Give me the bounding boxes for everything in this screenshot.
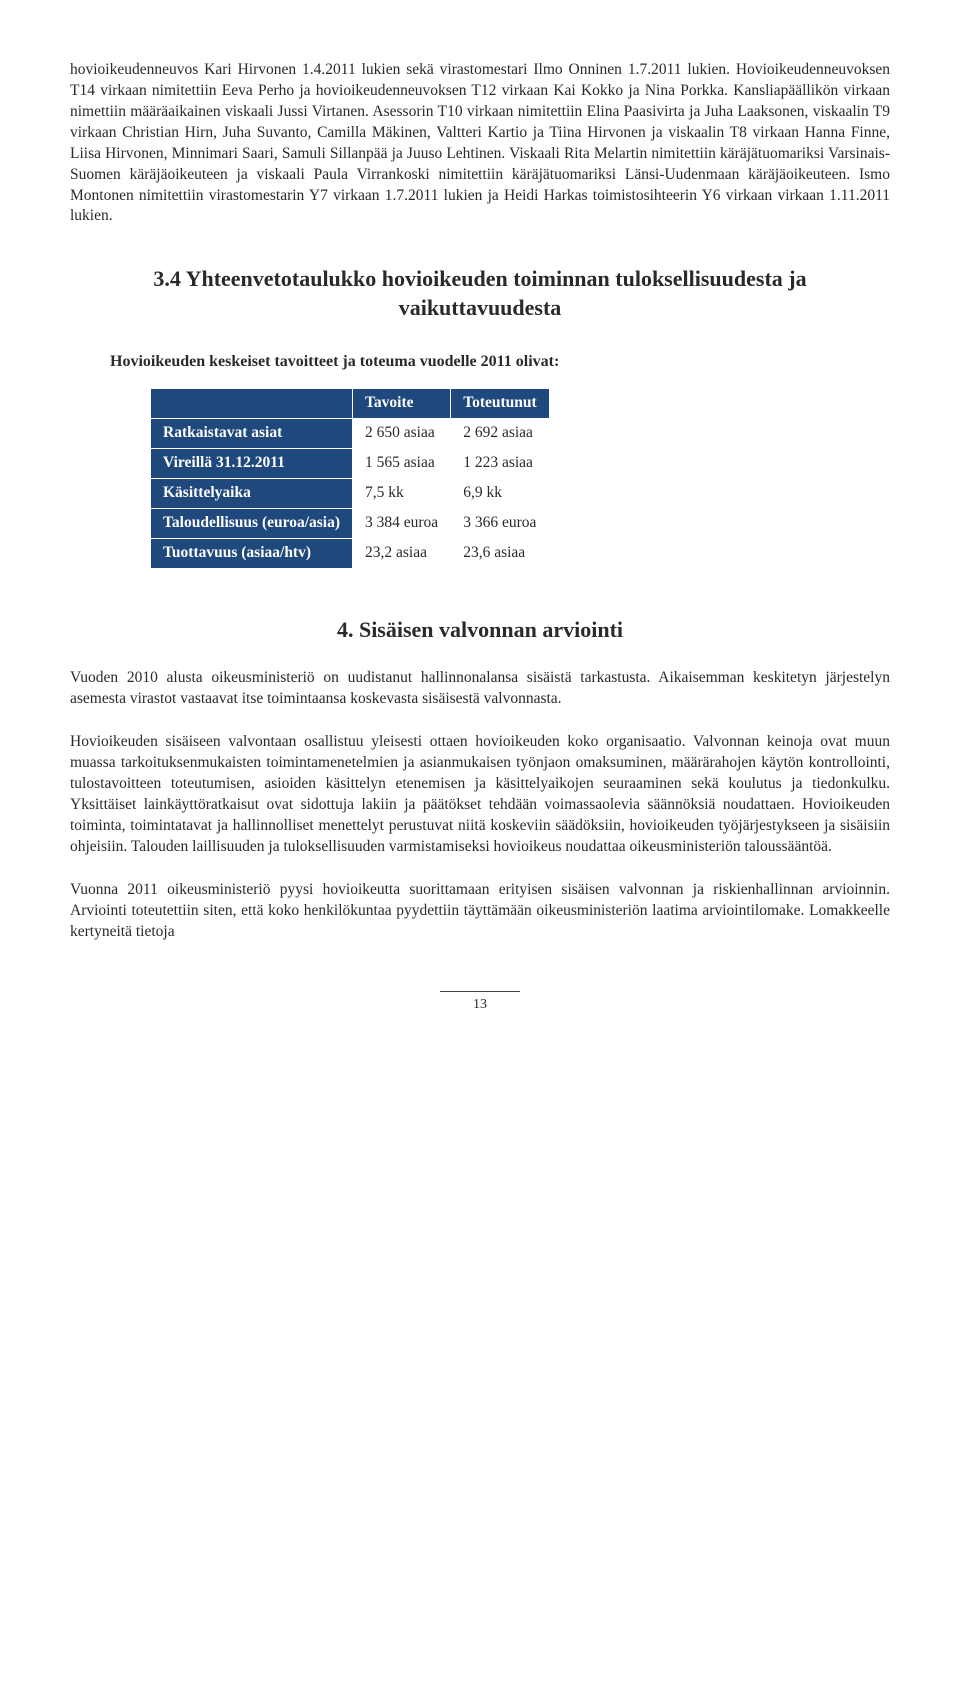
row-label: Taloudellisuus (euroa/asia) (151, 508, 353, 538)
row-label: Tuottavuus (asiaa/htv) (151, 538, 353, 568)
body-paragraph-4a: Vuoden 2010 alusta oikeusministeriö on u… (70, 668, 890, 710)
page-number: 13 (440, 991, 520, 1015)
table-header-toteutunut: Toteutunut (451, 389, 550, 419)
table-intro-text: Hovioikeuden keskeiset tavoitteet ja tot… (110, 351, 850, 373)
table-row: Vireillä 31.12.2011 1 565 asiaa 1 223 as… (151, 449, 550, 479)
cell-value: 1 223 asiaa (451, 449, 550, 479)
summary-table: Tavoite Toteutunut Ratkaistavat asiat 2 … (150, 388, 550, 569)
table-row: Taloudellisuus (euroa/asia) 3 384 euroa … (151, 508, 550, 538)
table-row: Ratkaistavat asiat 2 650 asiaa 2 692 asi… (151, 419, 550, 449)
cell-value: 23,6 asiaa (451, 538, 550, 568)
body-paragraph-1: hovioikeudenneuvos Kari Hirvonen 1.4.201… (70, 60, 890, 227)
table-row: Käsittelyaika 7,5 kk 6,9 kk (151, 478, 550, 508)
section-3-4-heading: 3.4 Yhteenvetotaulukko hovioikeuden toim… (70, 265, 890, 322)
table-row: Tuottavuus (asiaa/htv) 23,2 asiaa 23,6 a… (151, 538, 550, 568)
row-label: Käsittelyaika (151, 478, 353, 508)
cell-value: 23,2 asiaa (353, 538, 451, 568)
row-label: Ratkaistavat asiat (151, 419, 353, 449)
row-label: Vireillä 31.12.2011 (151, 449, 353, 479)
cell-value: 3 366 euroa (451, 508, 550, 538)
body-paragraph-4b: Hovioikeuden sisäiseen valvontaan osalli… (70, 732, 890, 858)
cell-value: 2 650 asiaa (353, 419, 451, 449)
cell-value: 7,5 kk (353, 478, 451, 508)
cell-value: 1 565 asiaa (353, 449, 451, 479)
table-header-row: Tavoite Toteutunut (151, 389, 550, 419)
cell-value: 2 692 asiaa (451, 419, 550, 449)
cell-value: 6,9 kk (451, 478, 550, 508)
body-paragraph-4c: Vuonna 2011 oikeusministeriö pyysi hovio… (70, 880, 890, 943)
table-header-tavoite: Tavoite (353, 389, 451, 419)
cell-value: 3 384 euroa (353, 508, 451, 538)
section-4-heading: 4. Sisäisen valvonnan arviointi (70, 615, 890, 645)
table-header-empty (151, 389, 353, 419)
